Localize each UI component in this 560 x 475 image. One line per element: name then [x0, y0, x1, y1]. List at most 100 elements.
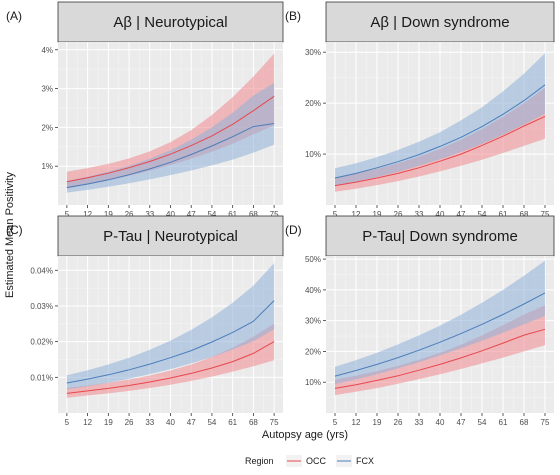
x-tick-label: 12 [352, 418, 361, 427]
x-tick-label: 68 [520, 210, 529, 219]
x-tick-label: 40 [436, 210, 445, 219]
y-tick-label: 20% [305, 99, 321, 108]
panel-letter: (B) [285, 9, 301, 23]
panel-title: P-Tau | Neurotypical [103, 228, 238, 245]
x-tick-label: 5 [65, 210, 70, 219]
series-line-fcx [66, 300, 275, 384]
x-tick-label: 54 [207, 418, 216, 427]
x-tick-label: 33 [415, 418, 424, 427]
x-tick-label: 5 [65, 418, 70, 427]
plot-area [334, 53, 546, 192]
series-line-fcx [66, 123, 275, 188]
y-tick-label: 50% [305, 255, 321, 264]
y-tick-label: 20% [305, 347, 321, 356]
legend-label-fcx: FCX [356, 456, 374, 466]
y-tick-label: 1% [41, 162, 53, 171]
y-tick-label: 10% [305, 150, 321, 159]
x-tick-label: 12 [83, 418, 92, 427]
x-tick-label: 26 [125, 418, 134, 427]
x-tick-label: 68 [520, 418, 529, 427]
x-tick-label: 61 [228, 210, 237, 219]
panel-letter: (D) [285, 223, 302, 237]
series-line-occ [334, 328, 546, 389]
x-tick-label: 54 [478, 418, 487, 427]
y-tick-label: 0.04% [30, 266, 53, 275]
plot-area [334, 260, 546, 396]
panel-strip [325, 1, 555, 43]
x-tick-label: 75 [541, 210, 550, 219]
x-tick-label: 75 [270, 210, 279, 219]
x-tick-label: 61 [228, 418, 237, 427]
series-line-occ [334, 115, 546, 187]
y-tick-label: 4% [41, 46, 53, 55]
series-line-fcx [334, 292, 546, 377]
x-tick-label: 61 [499, 210, 508, 219]
y-tick-label: 10% [305, 378, 321, 387]
panel-letter: (C) [6, 223, 23, 237]
x-tick-label: 19 [104, 210, 113, 219]
plot-area [66, 53, 275, 193]
plot-area [66, 263, 275, 398]
x-tick-label: 68 [249, 418, 258, 427]
confidence-band-fcx [66, 82, 275, 193]
confidence-band-occ [335, 305, 545, 396]
confidence-band-occ [66, 323, 275, 398]
y-tick-label: 0.03% [30, 302, 53, 311]
x-tick-label: 26 [394, 418, 403, 427]
panels: (A) Aβ | Neurotypical 5 12 19 26 33 40 47 54 61 68 7… [6, 1, 555, 427]
legend-key-occ [286, 455, 302, 467]
x-tick-label: 33 [145, 210, 154, 219]
y-axis-title: Estimated Mean Positivity [4, 172, 16, 298]
panel-1: (A) Aβ | Neurotypical 5 12 19 26 33 40 47 54 61 68 7… [6, 1, 284, 219]
confidence-band-fcx [335, 260, 545, 385]
panel-title: Aβ | Down syndrome [370, 14, 509, 31]
x-tick-label: 12 [352, 210, 361, 219]
x-tick-label: 47 [187, 418, 196, 427]
x-tick-label: 54 [207, 210, 216, 219]
x-tick-label: 40 [436, 418, 445, 427]
panel-3: (C) P-Tau | Neurotypical 5 12 19 26 33 40 47 54 61… [6, 215, 284, 427]
panel-4: (D) P-Tau| Down syndrome 5 12 19 26 33 40 47 54 61… [285, 215, 555, 427]
y-tick-label: 30% [305, 317, 321, 326]
x-tick-label: 75 [541, 418, 550, 427]
y-tick-label: 0.01% [30, 373, 53, 382]
series-line-occ [66, 341, 275, 394]
x-tick-label: 61 [499, 418, 508, 427]
panel-strip [57, 1, 284, 43]
y-tick-label: 3% [41, 85, 53, 94]
y-tick-label: 0.02% [30, 338, 53, 347]
panel-strip [325, 215, 555, 257]
x-tick-label: 12 [83, 210, 92, 219]
x-tick-label: 47 [187, 210, 196, 219]
legend-label-occ: OCC [306, 456, 327, 466]
x-tick-label: 54 [478, 210, 487, 219]
x-tick-label: 47 [457, 210, 466, 219]
x-tick-label: 40 [166, 418, 175, 427]
x-tick-label: 68 [249, 210, 258, 219]
x-tick-label: 26 [394, 210, 403, 219]
legend: Region OCC FCX [245, 455, 374, 467]
panel-letter: (A) [6, 9, 22, 23]
panel-title: P-Tau| Down syndrome [362, 228, 518, 245]
x-tick-label: 33 [415, 210, 424, 219]
series-line-occ [66, 95, 275, 183]
panel-2: (B) Aβ | Down syndrome 5 12 19 26 33 40 47 54 61 68… [285, 1, 555, 219]
x-tick-label: 19 [104, 418, 113, 427]
x-tick-label: 19 [373, 418, 382, 427]
x-tick-label: 40 [166, 210, 175, 219]
confidence-band-fcx [335, 53, 545, 186]
panel-strip [57, 215, 284, 257]
x-tick-label: 5 [333, 418, 338, 427]
y-tick-label: 30% [305, 48, 321, 57]
panel-title: Aβ | Neurotypical [113, 14, 227, 31]
confidence-band-fcx [66, 263, 275, 390]
y-tick-label: 40% [305, 286, 321, 295]
legend-key-fcx [336, 455, 352, 467]
x-tick-label: 47 [457, 418, 466, 427]
x-tick-label: 5 [333, 210, 338, 219]
legend-title: Region [245, 456, 274, 466]
x-axis-title: Autopsy age (yrs) [262, 429, 348, 441]
x-tick-label: 75 [270, 418, 279, 427]
series-line-fcx [334, 84, 546, 179]
